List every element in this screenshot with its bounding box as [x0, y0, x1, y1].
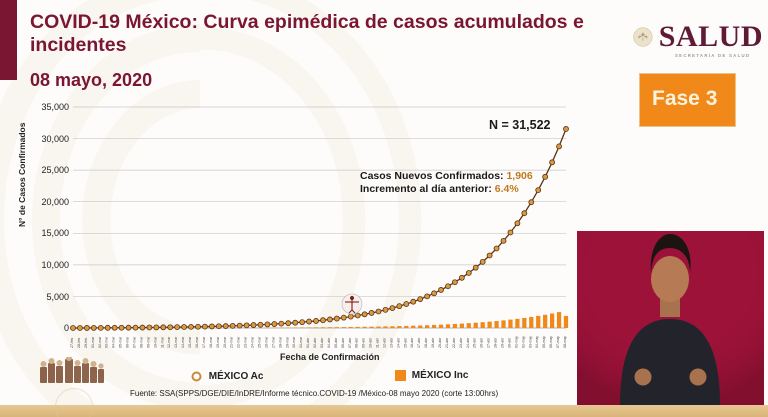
svg-text:20-abr: 20-abr	[438, 337, 442, 348]
svg-text:24-mar: 24-mar	[251, 336, 255, 348]
svg-text:20-mar: 20-mar	[223, 336, 227, 348]
svg-text:01-mar: 01-mar	[91, 336, 95, 348]
svg-text:31-mar: 31-mar	[299, 336, 303, 348]
svg-text:15-mar: 15-mar	[188, 336, 192, 348]
svg-text:26-abr: 26-abr	[480, 337, 484, 348]
svg-text:04-may: 04-may	[535, 336, 539, 348]
svg-text:06-abr: 06-abr	[341, 337, 345, 348]
svg-text:25-mar: 25-mar	[257, 336, 261, 348]
svg-text:05-may: 05-may	[542, 336, 546, 348]
svg-text:29-feb: 29-feb	[84, 338, 88, 348]
svg-text:22-abr: 22-abr	[452, 337, 456, 348]
svg-text:30-mar: 30-mar	[292, 336, 296, 348]
svg-text:21-abr: 21-abr	[445, 337, 449, 348]
svg-text:05-mar: 05-mar	[119, 336, 123, 348]
svg-text:07-may: 07-may	[556, 336, 560, 348]
svg-text:24-abr: 24-abr	[466, 337, 470, 348]
svg-text:08-may: 08-may	[563, 336, 567, 348]
svg-text:03-abr: 03-abr	[320, 337, 324, 348]
svg-text:17-mar: 17-mar	[202, 336, 206, 348]
svg-text:12-abr: 12-abr	[382, 337, 386, 348]
svg-text:04-abr: 04-abr	[327, 337, 331, 348]
svg-text:02-mar: 02-mar	[98, 336, 102, 348]
svg-text:29-mar: 29-mar	[285, 336, 289, 348]
svg-text:10-mar: 10-mar	[153, 336, 157, 348]
svg-text:09-abr: 09-abr	[362, 337, 366, 348]
svg-text:06-may: 06-may	[549, 336, 553, 348]
svg-text:25-abr: 25-abr	[473, 337, 477, 348]
svg-text:27-mar: 27-mar	[271, 336, 275, 348]
svg-text:15-abr: 15-abr	[403, 337, 407, 348]
svg-text:19-mar: 19-mar	[216, 336, 220, 348]
svg-text:28-abr: 28-abr	[494, 337, 498, 348]
svg-text:23-mar: 23-mar	[244, 336, 248, 348]
svg-text:27-abr: 27-abr	[487, 337, 491, 348]
svg-text:11-mar: 11-mar	[160, 336, 164, 348]
svg-text:14-abr: 14-abr	[396, 337, 400, 348]
svg-text:05-abr: 05-abr	[334, 337, 338, 348]
svg-text:07-mar: 07-mar	[132, 336, 136, 348]
svg-text:16-abr: 16-abr	[410, 337, 414, 348]
svg-text:27-feb: 27-feb	[70, 338, 74, 348]
svg-text:07-abr: 07-abr	[348, 337, 352, 348]
svg-text:28-feb: 28-feb	[77, 338, 81, 348]
svg-text:26-mar: 26-mar	[264, 336, 268, 348]
svg-text:08-abr: 08-abr	[355, 337, 359, 348]
svg-text:21-mar: 21-mar	[230, 336, 234, 348]
svg-text:06-mar: 06-mar	[126, 336, 130, 348]
svg-text:09-mar: 09-mar	[146, 336, 150, 348]
svg-text:01-abr: 01-abr	[306, 337, 310, 348]
svg-text:14-mar: 14-mar	[181, 336, 185, 348]
svg-text:12-mar: 12-mar	[167, 336, 171, 348]
svg-text:02-may: 02-may	[521, 336, 525, 348]
svg-text:02-abr: 02-abr	[313, 337, 317, 348]
svg-text:01-may: 01-may	[514, 336, 518, 348]
svg-text:10-abr: 10-abr	[369, 337, 373, 348]
svg-text:30-abr: 30-abr	[507, 337, 511, 348]
svg-text:22-mar: 22-mar	[237, 336, 241, 348]
svg-text:03-mar: 03-mar	[105, 336, 109, 348]
svg-text:29-abr: 29-abr	[501, 337, 505, 348]
svg-text:17-abr: 17-abr	[417, 337, 421, 348]
svg-text:11-abr: 11-abr	[376, 337, 380, 348]
svg-text:28-mar: 28-mar	[278, 336, 282, 348]
svg-text:23-abr: 23-abr	[459, 337, 463, 348]
svg-text:16-mar: 16-mar	[195, 336, 199, 348]
svg-text:18-abr: 18-abr	[424, 337, 428, 348]
svg-text:18-mar: 18-mar	[209, 336, 213, 348]
svg-text:13-abr: 13-abr	[389, 337, 393, 348]
svg-text:13-mar: 13-mar	[174, 336, 178, 348]
svg-text:03-may: 03-may	[528, 336, 532, 348]
svg-text:04-mar: 04-mar	[112, 336, 116, 348]
svg-text:08-mar: 08-mar	[139, 336, 143, 348]
svg-text:19-abr: 19-abr	[431, 337, 435, 348]
